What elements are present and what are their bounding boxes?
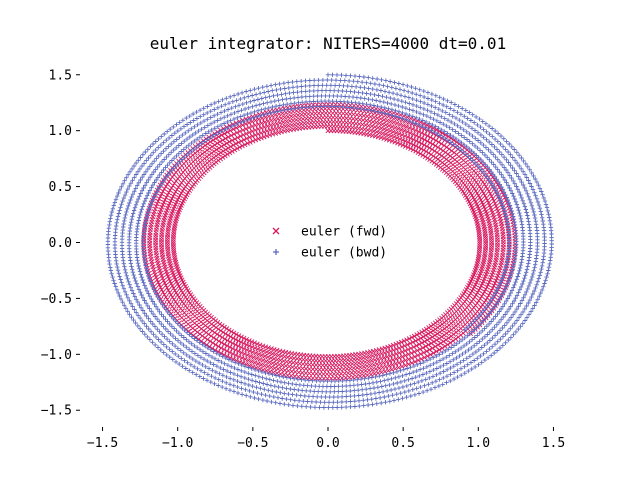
x-tick-label: −1.0 [162,436,193,451]
y-tick-label: 1.5 [49,68,72,83]
series-markers [105,72,554,410]
legend-label: euler (fwd) [301,225,387,240]
chart-title: euler integrator: NITERS=4000 dt=0.01 [150,34,506,53]
x-tick-label: −1.5 [87,436,118,451]
series-markers [141,101,518,382]
legend-marker [273,249,279,255]
x-axis: −1.5 −1.0 −0.5 0.0 0.5 1.0 1.5 [87,427,565,451]
x-tick-label: 0.0 [316,436,339,451]
y-tick-label: −1.0 [41,348,72,363]
legend: euler (fwd) euler (bwd) [272,225,387,261]
y-tick-label: −0.5 [41,292,72,307]
x-tick-label: −0.5 [237,436,268,451]
series-bwd [105,72,554,410]
x-tick-label: 1.5 [542,436,565,451]
legend-label: euler (bwd) [301,246,387,261]
y-axis: 1.5 1.0 0.5 0.0 −0.5 −1.0 −1.5 [41,68,80,419]
x-tick-label: 0.5 [391,436,414,451]
y-tick-label: 0.5 [49,180,72,195]
x-tick-label: 1.0 [467,436,490,451]
series-fwd [141,101,518,382]
y-tick-label: 1.0 [49,124,72,139]
y-tick-label: 0.0 [49,236,72,251]
legend-marker [272,227,280,235]
y-tick-label: −1.5 [41,404,72,419]
